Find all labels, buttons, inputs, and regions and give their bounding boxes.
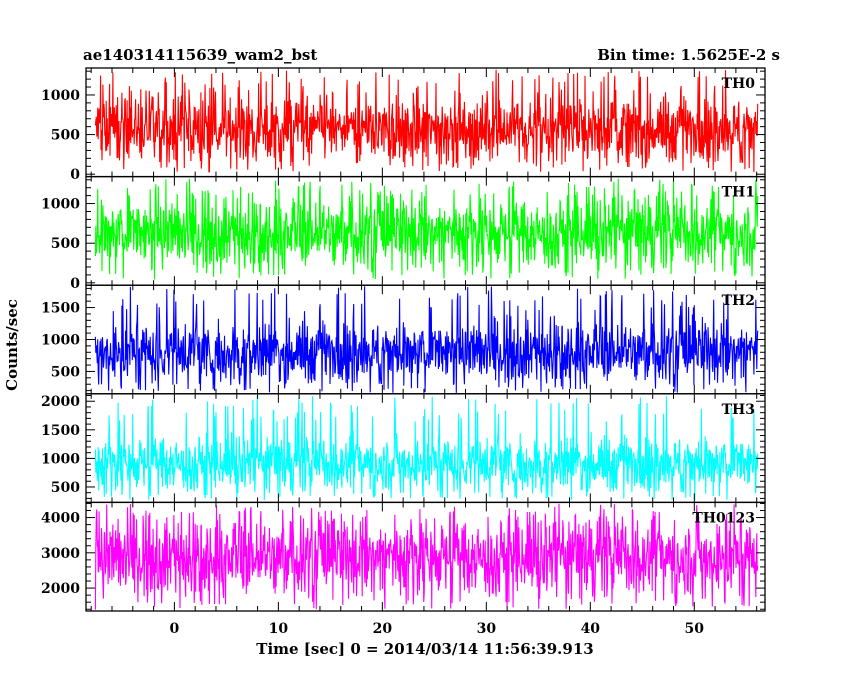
y-tick-label: 1500 (41, 301, 80, 317)
y-tick-label: 1000 (41, 333, 80, 349)
y-tick-label: 2000 (41, 581, 80, 597)
x-tick-label: 40 (581, 621, 601, 637)
panel-label-th2: TH2 (722, 293, 755, 309)
panel-label-th0: TH0 (722, 76, 756, 92)
y-tick-label: 500 (51, 364, 80, 380)
panel-frame (85, 501, 766, 612)
series-line-th0123 (94, 503, 759, 610)
series-line-th0 (94, 69, 759, 173)
y-tick-label: 0 (70, 276, 80, 292)
y-tick-label: 4000 (41, 511, 80, 527)
series-line-th3 (94, 395, 759, 501)
y-tick-label: 500 (51, 480, 80, 496)
y-tick-label: 500 (51, 236, 80, 252)
x-tick-label: 20 (373, 621, 393, 637)
y-tick-label: 2000 (41, 394, 80, 410)
panel-label-th1: TH1 (722, 185, 755, 201)
y-tick-label: 0 (70, 167, 80, 183)
x-tick-label: 0 (170, 621, 180, 637)
panel-th3: 500 1000 1500 2000 TH3 (41, 393, 766, 504)
panel-label-th0123: TH0123 (692, 510, 755, 526)
y-axis-label: Counts/sec (3, 299, 21, 391)
panel-th2: 500 1000 1500 TH2 (41, 284, 766, 395)
panel-label-th3: TH3 (722, 402, 755, 418)
bin-time-label: Bin time: 1.5625E-2 s (597, 46, 780, 64)
panel-th1: 0 500 1000 TH1 (41, 175, 766, 292)
series-line-th2 (94, 286, 759, 393)
x-axis-label: Time [sec] 0 = 2014/03/14 11:56:39.913 (256, 640, 593, 658)
y-tick-label: 1000 (41, 88, 80, 104)
y-tick-label: 1000 (41, 451, 80, 467)
y-tick-label: 1500 (41, 423, 80, 439)
series-line-th1 (94, 178, 759, 280)
panel-th0: 0 500 1000 TH0 (41, 67, 766, 183)
x-tick-label: 50 (685, 621, 705, 637)
panel-th0123: 2000 3000 4000 TH0123 (41, 501, 766, 612)
y-tick-label: 500 (51, 128, 80, 144)
x-tick-label: 30 (477, 621, 497, 637)
x-tick-label: 10 (269, 621, 289, 637)
y-tick-label: 3000 (41, 546, 80, 562)
y-tick-label: 1000 (41, 197, 80, 213)
chart-title: ae140314115639_wam2_bst (83, 46, 317, 64)
